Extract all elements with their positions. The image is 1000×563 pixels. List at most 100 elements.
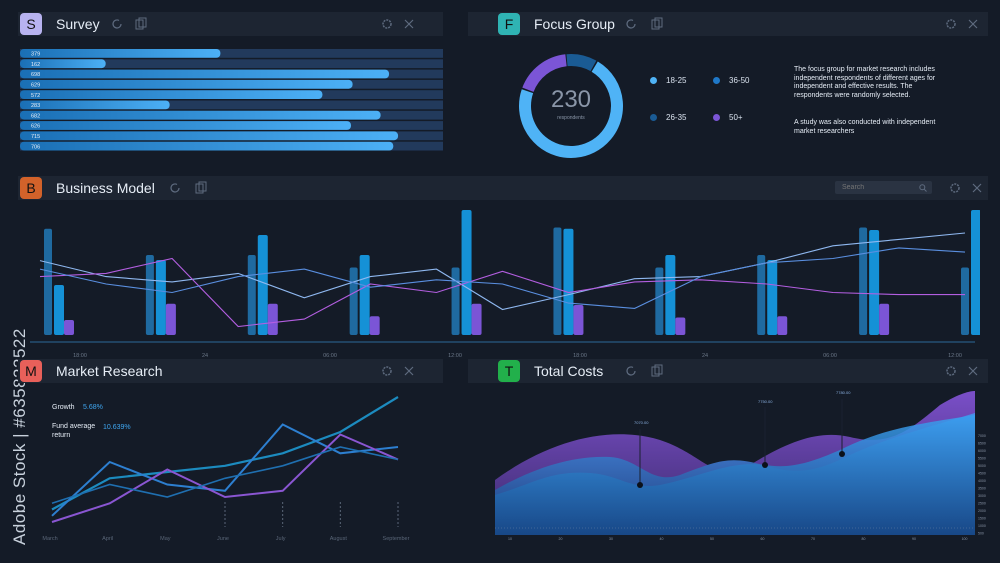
x-tick-label: 18:00	[573, 353, 587, 359]
y-tick-label: 1000	[978, 524, 986, 528]
x-tick-label: 30	[609, 537, 613, 541]
market-line-chart: March April May June July August September	[42, 396, 410, 542]
x-tick-label: April	[102, 536, 113, 542]
survey-bar	[20, 141, 394, 151]
bar-bright	[359, 255, 370, 335]
close-icon[interactable]	[402, 17, 416, 31]
close-icon[interactable]	[966, 17, 980, 31]
bar-purple	[471, 303, 482, 335]
donut-segment	[519, 53, 623, 158]
close-icon[interactable]	[970, 181, 984, 195]
refresh-icon[interactable]	[624, 364, 638, 378]
x-tick-label: 70	[811, 537, 815, 541]
series-line	[39, 257, 965, 328]
survey-bar	[20, 69, 390, 79]
y-tick-label: 3500	[978, 487, 986, 491]
refresh-icon[interactable]	[110, 17, 124, 31]
y-tick-label: 4000	[978, 479, 986, 483]
survey-track	[20, 49, 443, 58]
close-icon[interactable]	[402, 364, 416, 378]
donut-segment	[519, 53, 623, 158]
bar-purple	[777, 316, 788, 335]
legend-item: 26-35	[650, 113, 686, 122]
bar-dark	[349, 267, 358, 335]
market-title: Market Research	[56, 363, 163, 379]
bar-bright	[54, 285, 64, 335]
x-tick-label: 80	[862, 537, 866, 541]
y-tick-label: 2000	[978, 509, 986, 513]
y-tick-label: 500	[978, 532, 984, 536]
stat-growth-label: Growth	[52, 404, 75, 411]
x-tick-label: 12:00	[948, 353, 962, 359]
bar-dark	[553, 227, 562, 335]
costs-title: Total Costs	[534, 363, 604, 379]
series-line	[39, 232, 966, 311]
survey-bar-label: 682	[31, 113, 40, 119]
bar-purple	[165, 303, 176, 335]
x-tick-label: July	[276, 536, 286, 542]
y-tick-label: 7000	[978, 434, 986, 438]
y-tick-label: 6000	[978, 449, 986, 453]
focus-title: Focus Group	[534, 16, 615, 32]
settings-icon[interactable]	[948, 181, 962, 195]
legend-dot	[650, 77, 657, 85]
bar-dark	[247, 255, 256, 335]
annotation-label: 7070.00	[634, 420, 649, 425]
search-input[interactable]	[835, 181, 922, 194]
copy-icon[interactable]	[134, 17, 148, 31]
settings-icon[interactable]	[944, 364, 958, 378]
stat-growth-value: 5.68%	[83, 404, 103, 411]
refresh-icon[interactable]	[624, 17, 638, 31]
x-tick-label: September	[383, 536, 410, 542]
x-tick-label: 20	[559, 537, 563, 541]
survey-bar	[20, 59, 106, 69]
costs-header: T Total Costs	[468, 359, 988, 383]
survey-bar-label: 572	[31, 93, 40, 99]
x-tick-label: 90	[912, 537, 916, 541]
market-badge: M	[20, 360, 42, 382]
bar-purple	[675, 317, 686, 335]
settings-icon[interactable]	[944, 17, 958, 31]
survey-track	[20, 59, 443, 69]
refresh-icon[interactable]	[168, 181, 182, 195]
search-icon[interactable]	[919, 184, 927, 192]
y-tick-label: 5500	[978, 457, 986, 461]
copy-icon[interactable]	[650, 364, 664, 378]
copy-icon[interactable]	[650, 17, 664, 31]
x-tick-label: June	[217, 536, 229, 542]
x-tick-label: 40	[660, 537, 664, 541]
close-icon[interactable]	[966, 364, 980, 378]
bar-bright	[155, 260, 166, 335]
legend-label: 36-50	[729, 76, 750, 85]
focus-note-1: The focus group for market research incl…	[794, 66, 936, 99]
annotation-point	[839, 451, 845, 457]
focus-badge: F	[498, 13, 520, 35]
y-tick-label: 6500	[978, 442, 986, 446]
focus-header: F Focus Group	[468, 12, 988, 36]
stat-fund-value: 10.639%	[103, 424, 131, 431]
bar-dark	[757, 255, 766, 335]
survey-bar	[20, 131, 399, 141]
survey-badge: S	[20, 13, 42, 35]
survey-bar-label: 162	[31, 62, 40, 68]
y-tick-label: 1500	[978, 517, 986, 521]
series-line	[51, 433, 399, 523]
survey-bar-label: 626	[31, 124, 40, 130]
respondents-donut	[519, 53, 623, 158]
settings-icon[interactable]	[380, 17, 394, 31]
bar-bright	[665, 255, 676, 335]
bar-bright	[971, 210, 980, 335]
copy-icon[interactable]	[194, 181, 208, 195]
search-box[interactable]	[835, 181, 932, 194]
annotation-point	[637, 482, 643, 488]
bar-bright	[869, 230, 880, 335]
survey-track	[20, 100, 443, 110]
business-chart: 18:00 24 06:00 12:00 18:00 24 06:00 12:00	[30, 210, 980, 359]
bar-dark	[655, 267, 664, 335]
annotation-point	[762, 462, 768, 468]
survey-title: Survey	[56, 16, 100, 32]
settings-icon[interactable]	[380, 364, 394, 378]
bar-bright	[563, 228, 574, 335]
bar-purple	[879, 303, 890, 335]
x-tick-label: 06:00	[823, 353, 837, 359]
